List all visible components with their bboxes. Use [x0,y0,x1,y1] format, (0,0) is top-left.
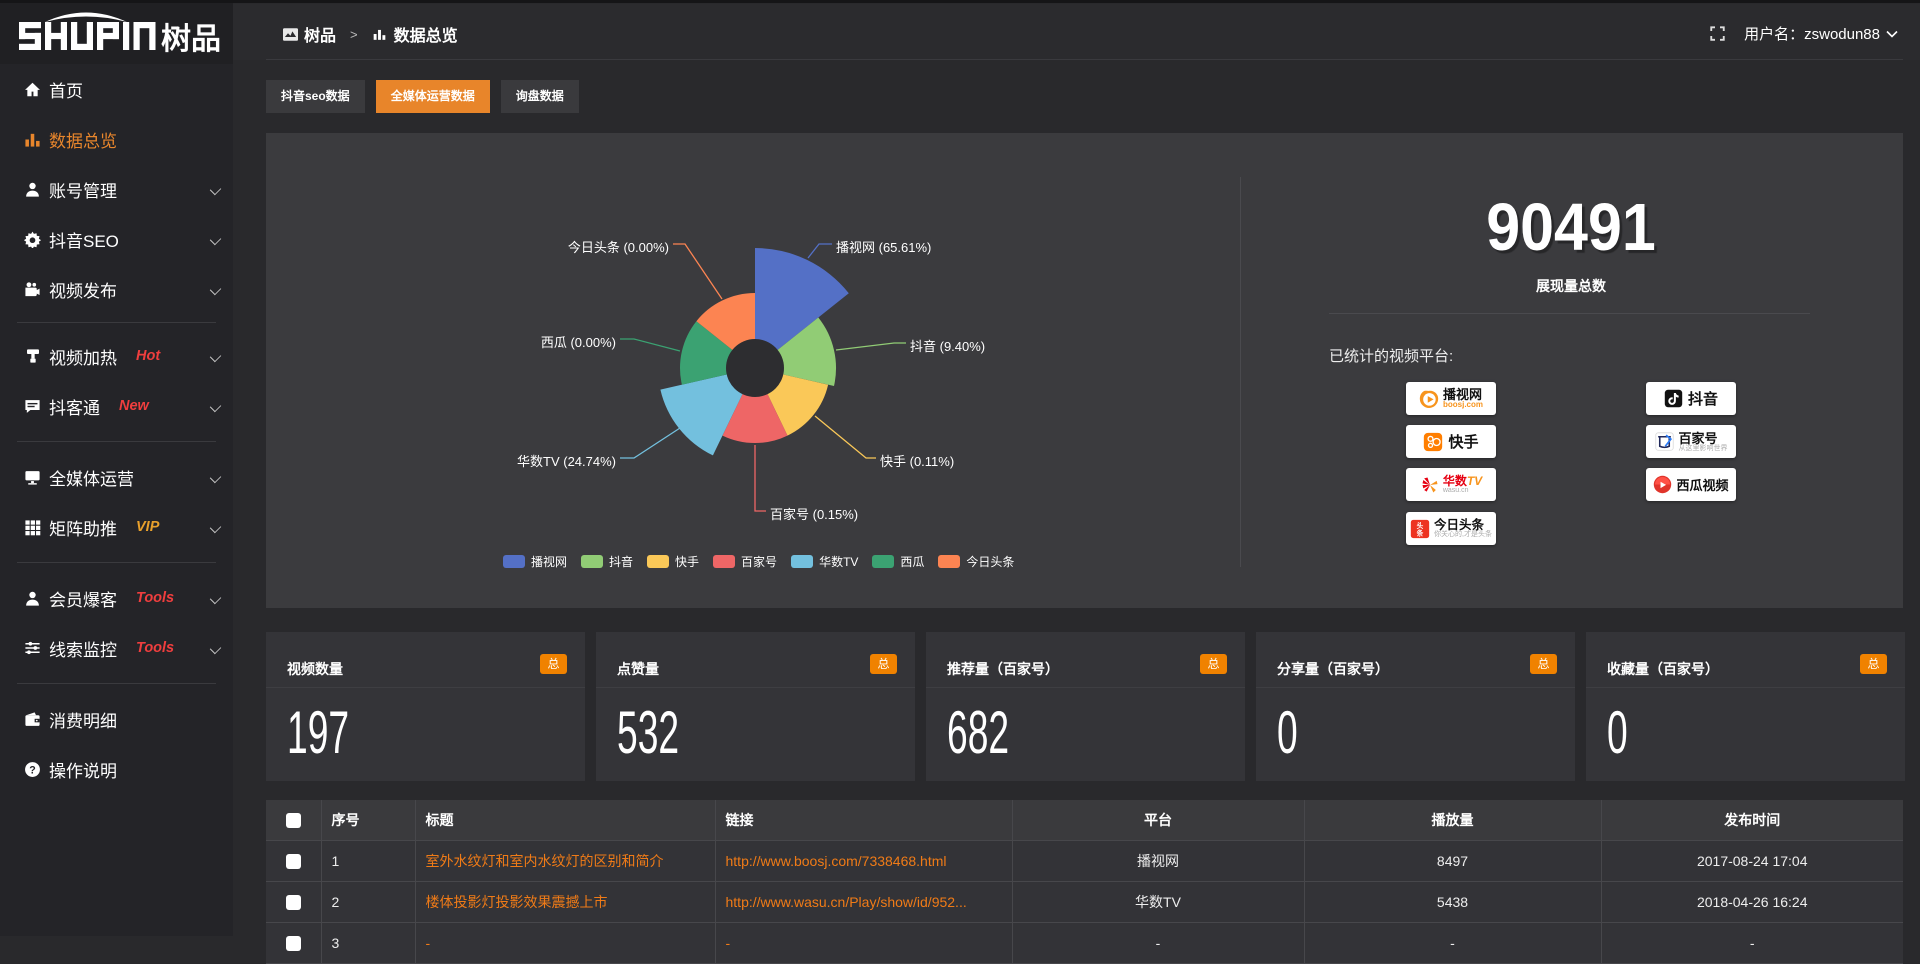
svg-text:?: ? [29,764,35,776]
svg-text:树品: 树品 [161,23,221,56]
svg-text:头: 头 [1417,520,1424,529]
svg-text:条: 条 [1416,528,1424,537]
